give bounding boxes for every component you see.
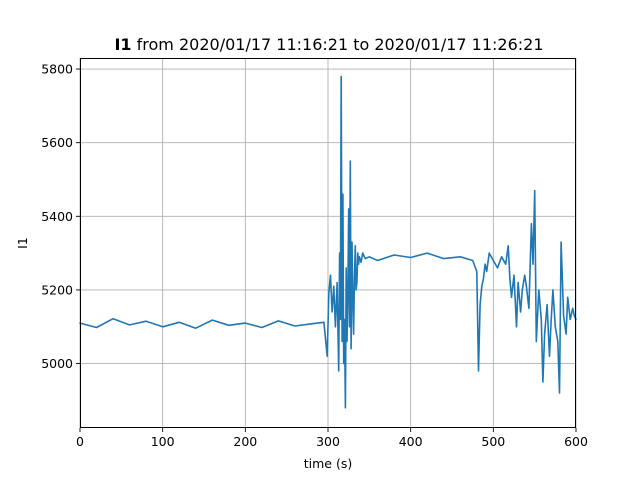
chart-title: I1 from 2020/01/17 11:16:21 to 2020/01/1… <box>114 35 543 54</box>
grid-lines <box>79 58 577 428</box>
plot-frame <box>80 58 576 428</box>
x-axis-label: time (s) <box>304 456 352 471</box>
y-tick-label: 5600 <box>41 135 73 150</box>
x-tick-label: 100 <box>151 434 175 449</box>
y-tick-label: 5000 <box>41 356 73 371</box>
series-layer <box>79 75 577 409</box>
chart-title-rest: from 2020/01/17 11:16:21 to 2020/01/17 1… <box>132 35 544 54</box>
series-line <box>79 75 577 409</box>
ticks: 0 100 200 300 400 500 600 5000 5200 5400 5600 5800 <box>41 62 588 449</box>
y-axis-label: I1 <box>15 237 30 249</box>
y-tick-label: 5200 <box>41 282 73 297</box>
x-tick-label: 500 <box>481 434 505 449</box>
x-tick-label: 600 <box>564 434 588 449</box>
y-tick-label: 5400 <box>41 209 73 224</box>
x-tick-label: 200 <box>233 434 257 449</box>
y-tick-label: 5800 <box>41 62 73 77</box>
x-tick-label: 400 <box>399 434 423 449</box>
x-tick-label: 0 <box>76 434 84 449</box>
x-tick-label: 300 <box>316 434 340 449</box>
chart-title-bold: I1 <box>114 35 131 54</box>
